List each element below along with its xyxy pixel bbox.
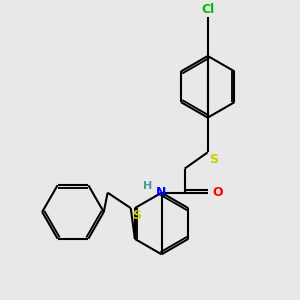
Text: S: S <box>132 209 141 222</box>
Text: Cl: Cl <box>201 2 214 16</box>
Text: N: N <box>156 186 167 199</box>
Text: O: O <box>213 186 223 199</box>
Text: H: H <box>143 181 153 191</box>
Text: S: S <box>209 153 218 166</box>
